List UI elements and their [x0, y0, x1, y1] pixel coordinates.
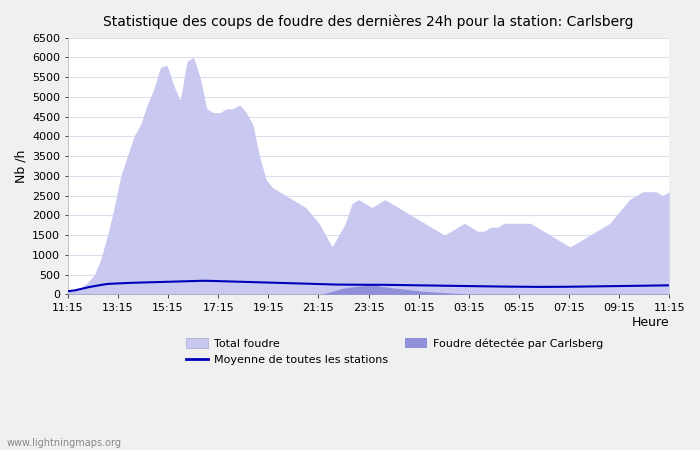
- Legend: Total foudre, Moyenne de toutes les stations, Foudre détectée par Carlsberg: Total foudre, Moyenne de toutes les stat…: [182, 333, 607, 369]
- Y-axis label: Nb /h: Nb /h: [15, 149, 28, 183]
- Title: Statistique des coups de foudre des dernières 24h pour la station: Carlsberg: Statistique des coups de foudre des dern…: [104, 15, 634, 30]
- X-axis label: Heure: Heure: [631, 316, 669, 329]
- Text: www.lightningmaps.org: www.lightningmaps.org: [7, 438, 122, 448]
